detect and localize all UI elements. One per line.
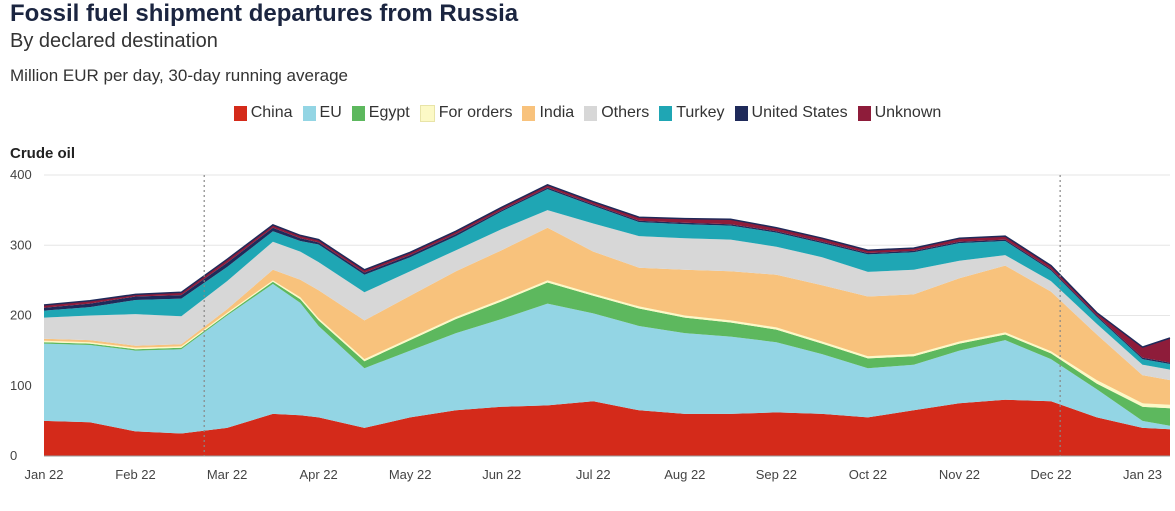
chart-subtitle: By declared destination [10,30,218,52]
legend-item-china: China [233,104,293,122]
x-tick-label: Sep 22 [756,467,797,482]
panel-label: Crude oil [10,145,76,162]
legend-label: For orders [438,104,513,121]
total-outline [43,183,1171,348]
legend-item-united-states: United States [734,104,848,122]
y-tick-label: 0 [10,448,17,463]
x-tick-label: Aug 22 [664,467,705,482]
y-tick-label: 100 [10,378,32,393]
x-tick-label: Jan 22 [24,467,63,482]
legend-item-for-orders: For orders [419,104,513,122]
legend-label: Egypt [368,104,410,121]
legend-item-india: India [522,104,574,122]
legend-label: India [539,104,575,121]
area-egypt [44,281,1170,426]
legend-item-others: Others [584,104,649,122]
legend-label: Unknown [874,104,942,121]
x-tick-label: Mar 22 [207,467,247,482]
area-india [44,227,1170,405]
y-tick-label: 200 [10,308,32,323]
area-china [44,399,1170,456]
x-tick-label: Dec 22 [1030,467,1071,482]
x-tick-label: Jan 23 [1123,467,1162,482]
legend-label: Others [601,104,650,121]
legend-swatch [302,105,316,121]
legend-item-eu: EU [302,104,342,122]
chart-title: Fossil fuel shipment departures from Rus… [10,0,519,27]
x-tick-label: Jun 22 [482,467,521,482]
legend-label: China [250,104,293,121]
x-tick-label: Apr 22 [299,467,337,482]
legend-swatch [419,104,435,122]
area-others [44,210,1170,381]
area-eu [44,283,1170,434]
x-tick-label: May 22 [389,467,432,482]
legend-swatch [857,105,871,121]
x-tick-label: Nov 22 [939,467,980,482]
legend-swatch [233,105,247,121]
legend-label: United States [751,104,848,121]
area-turkey [44,189,1170,370]
y-tick-label: 300 [10,237,32,252]
y-tick-label: 400 [10,167,32,182]
legend-label: Turkey [676,104,725,121]
legend-swatch [584,105,598,121]
legend-label: EU [319,104,342,121]
x-tick-label: Feb 22 [115,467,155,482]
legend-swatch [659,105,673,121]
legend-item-turkey: Turkey [659,104,725,122]
units-label: Million EUR per day, 30-day running aver… [10,66,348,85]
x-tick-label: Oct 22 [849,467,887,482]
legend-item-egypt: Egypt [351,104,410,122]
legend: China EU Egypt For orders India Others Turkey U… [0,104,1175,122]
x-tick-label: Jul 22 [576,467,611,482]
legend-item-unknown: Unknown [857,104,942,122]
legend-swatch [522,105,536,121]
legend-swatch [734,105,748,121]
legend-swatch [351,105,365,121]
